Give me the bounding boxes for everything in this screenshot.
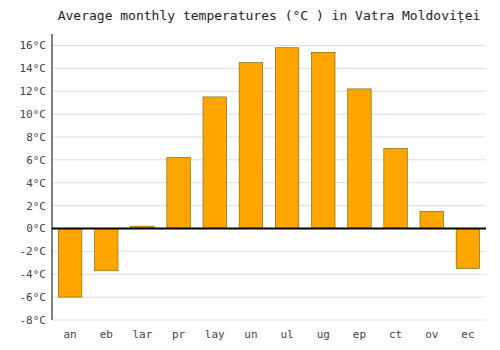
grid-line [52, 320, 486, 321]
grid-line [52, 297, 486, 298]
bar [420, 211, 444, 228]
x-tick-label: ep [353, 328, 366, 341]
x-tick-label: ov [425, 328, 439, 341]
y-tick-label: -8°C [20, 314, 47, 327]
x-tick-label: eb [100, 328, 113, 341]
y-tick-label: -2°C [20, 245, 47, 258]
y-tick-label: -4°C [20, 268, 47, 281]
bar [239, 63, 263, 229]
title: Average monthly temperatures (°C ) in Va… [58, 8, 481, 24]
grid-line [52, 45, 486, 46]
grid-line [52, 274, 486, 275]
y-tick-label: 10°C [20, 108, 47, 121]
y-tick-label: 6°C [26, 154, 46, 167]
grid-line [52, 159, 486, 160]
bar [167, 158, 191, 229]
grid-line [52, 68, 486, 69]
chart: Average monthly temperatures (°C ) in Va… [0, 0, 500, 350]
y-axis: -8°C -6°C -4°C -2°C 0°C 2°C 4°C 6°C 8°C 10°C 12°C 1… [20, 39, 487, 327]
x-tick-label: lay [205, 328, 225, 341]
grid-line [52, 91, 486, 92]
bar [275, 48, 299, 229]
bar [348, 89, 372, 229]
x-tick-label: ug [317, 328, 330, 341]
y-tick-label: 0°C [26, 222, 46, 235]
grid-line [52, 136, 486, 137]
x-tick-label: ul [280, 328, 293, 341]
y-tick-label: 14°C [20, 62, 47, 75]
x-tick-label: an [63, 328, 76, 341]
grid-line [52, 205, 486, 206]
y-tick-label: 2°C [26, 200, 46, 213]
zero-line [52, 228, 486, 230]
y-tick-label: 12°C [20, 85, 47, 98]
bar [58, 228, 82, 297]
grid-line [52, 228, 486, 229]
y-tick-label: -6°C [20, 291, 47, 304]
grid-line [52, 182, 486, 183]
x-tick-label: ct [389, 328, 402, 341]
x-axis: an eb lar pr lay un ul ug ep ct ov ec [63, 328, 474, 341]
y-tick-label: 16°C [20, 39, 47, 52]
bar [456, 228, 480, 268]
y-axis-line [52, 34, 53, 320]
bar [203, 97, 227, 229]
bars [58, 48, 479, 297]
y-tick-label: 4°C [26, 177, 46, 190]
x-tick-label: lar [132, 328, 152, 341]
bar [384, 148, 408, 228]
x-tick-label: un [244, 328, 257, 341]
x-tick-label: pr [172, 328, 186, 341]
bar [311, 52, 335, 228]
x-tick-label: ec [461, 328, 474, 341]
grid-line [52, 114, 486, 115]
y-tick-label: 8°C [26, 131, 46, 144]
bar [94, 228, 118, 270]
